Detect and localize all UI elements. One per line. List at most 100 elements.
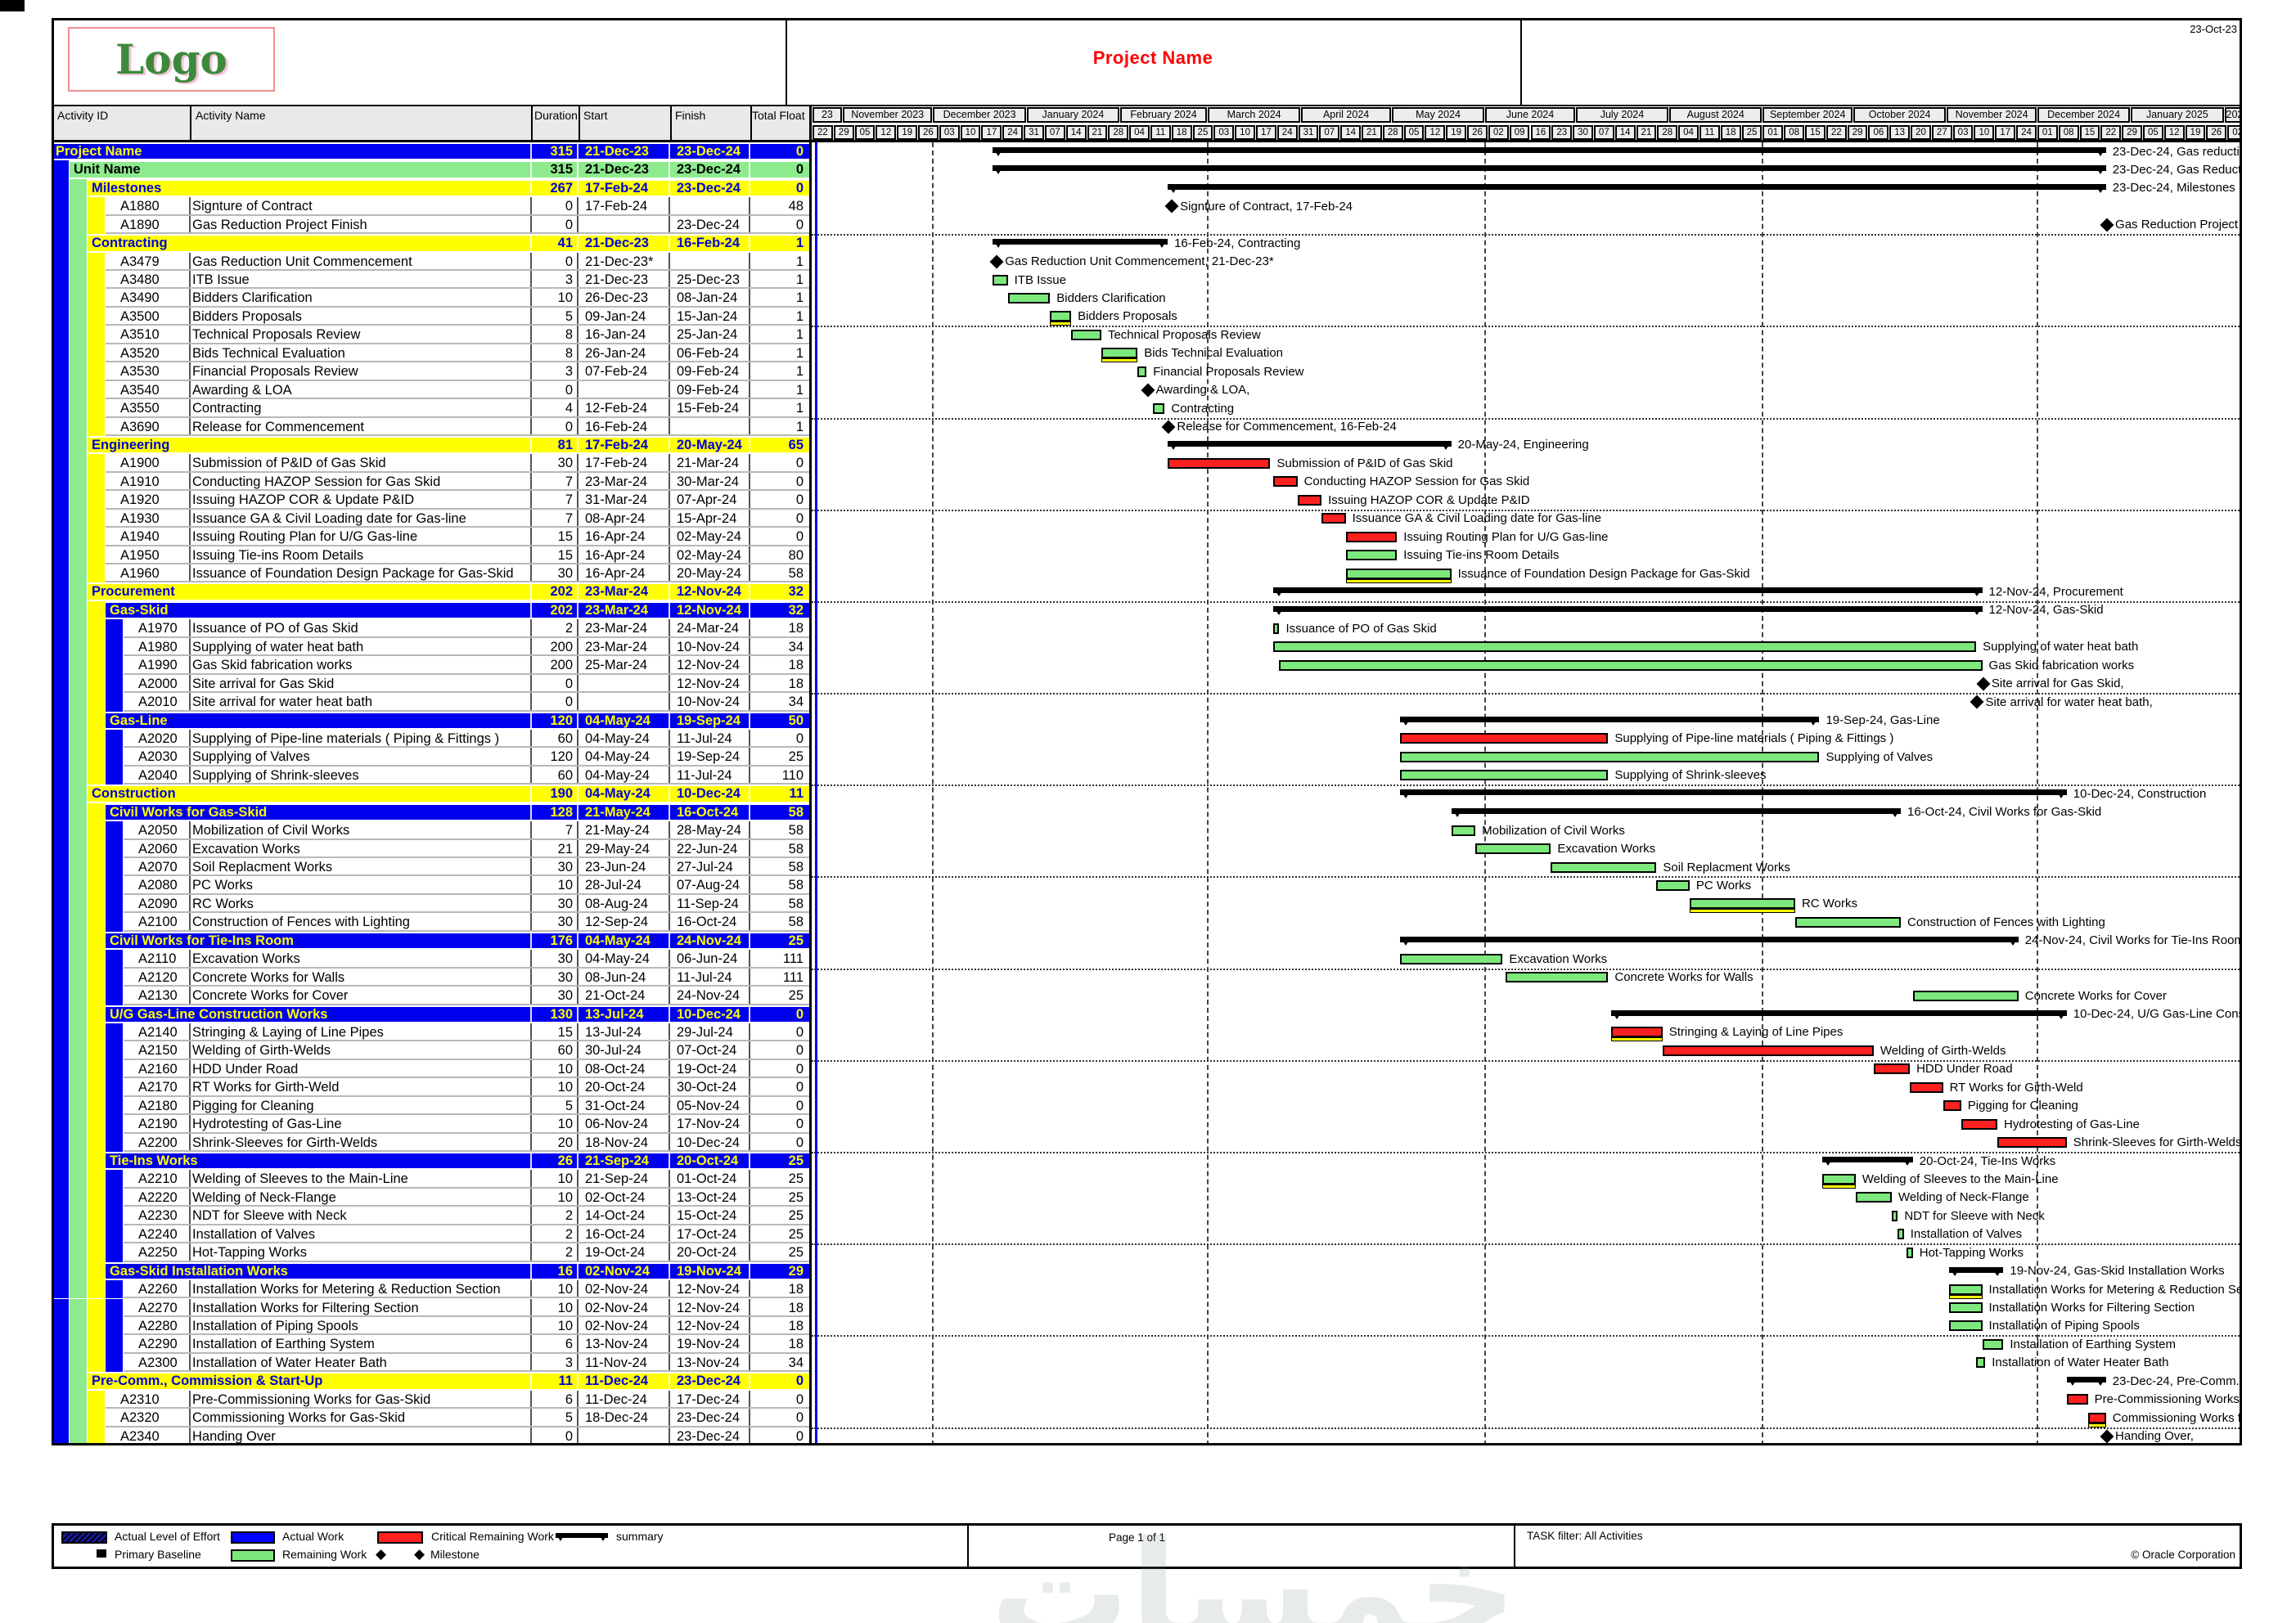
cell-finish: 06-Jun-24 xyxy=(672,950,750,969)
cell-duration: 10 xyxy=(533,876,579,895)
cell-total-float: 1 xyxy=(795,272,804,288)
hierarchy-band xyxy=(52,197,69,216)
timescale-week: 26 xyxy=(918,125,939,140)
cell-duration: 21 xyxy=(533,839,579,858)
hierarchy-band xyxy=(70,1188,87,1207)
cell-activity-name: Technical Proposals Review xyxy=(192,326,532,344)
remaining-work-bar xyxy=(1656,879,1690,891)
row-sight-line xyxy=(812,968,2242,970)
cell-activity-name: Construction xyxy=(92,785,532,803)
table-row: Gas-Line 120 04-May-24 19-Sep-24 50 xyxy=(52,711,810,730)
milestone-diamond xyxy=(2100,218,2114,232)
cell-total-float: 34 xyxy=(788,695,804,710)
cell-duration: 30 xyxy=(533,894,579,914)
hierarchy-band xyxy=(106,1096,123,1116)
cell-duration: 120 xyxy=(533,748,579,767)
hierarchy-band xyxy=(106,1280,123,1299)
cell-duration: 7 xyxy=(533,472,579,492)
cell-duration: 10 xyxy=(533,1280,579,1299)
cell-finish: 10-Nov-24 xyxy=(672,693,750,712)
cell-start: 26-Dec-23 xyxy=(580,289,670,308)
cell-activity-name: Gas Reduction Project Finish xyxy=(192,215,532,235)
legend-label: Actual Work xyxy=(282,1530,344,1543)
cell-start: 21-Dec-23* xyxy=(580,252,670,272)
hierarchy-band xyxy=(52,711,69,730)
cell-duration: 2 xyxy=(533,1207,579,1225)
cell-finish: 12-Nov-24 xyxy=(672,582,750,601)
summary-swatch xyxy=(556,1533,608,1538)
cell-activity-id: A1970 xyxy=(124,619,191,638)
cell-activity-id: A2140 xyxy=(124,1023,191,1042)
cell-activity-id: A3510 xyxy=(106,326,191,344)
cell-activity-name: Commissioning Works for Gas-Skid xyxy=(192,1409,532,1427)
hierarchy-band xyxy=(88,1316,105,1336)
hierarchy-band xyxy=(88,399,105,418)
cell-duration: 200 xyxy=(533,637,579,657)
timescale-week: 05 xyxy=(2142,125,2163,140)
column-header-activity-id: Activity ID xyxy=(57,109,109,122)
summary-bar-left-tip xyxy=(1168,183,1180,193)
hierarchy-band xyxy=(52,1243,69,1262)
table-row: A1990 Gas Skid fabrication works 200 25-Mar… xyxy=(52,656,810,675)
row-background xyxy=(106,1005,810,1023)
cell-activity-id: A2170 xyxy=(124,1078,191,1097)
cell-duration: 5 xyxy=(533,1096,579,1116)
milestone-diamond xyxy=(1164,199,1179,214)
hierarchy-band xyxy=(52,1427,69,1445)
hierarchy-band xyxy=(70,380,87,400)
cell-duration: 60 xyxy=(533,729,579,749)
table-row: A3480 ITB Issue 3 21-Dec-23 25-Dec-23 1 xyxy=(52,271,810,290)
summary-bar xyxy=(1451,807,1901,814)
hierarchy-band xyxy=(88,1427,105,1445)
cell-duration: 0 xyxy=(533,252,579,272)
hierarchy-band xyxy=(70,858,87,877)
hierarchy-band xyxy=(70,950,87,969)
timescale-week: 12 xyxy=(2163,125,2185,140)
table-row: A2080 PC Works 10 28-Jul-24 07-Aug-24 58 xyxy=(52,876,810,895)
timescale-week: 28 xyxy=(1657,125,1678,140)
cell-activity-name: Handing Over xyxy=(192,1427,532,1445)
cell-start: 21-May-24 xyxy=(580,803,670,822)
cell-duration: 0 xyxy=(533,380,579,400)
cell-finish: 30-Oct-24 xyxy=(672,1078,750,1097)
hierarchy-band xyxy=(106,1078,123,1097)
hierarchy-band xyxy=(106,968,123,987)
cell-start: 02-Nov-24 xyxy=(580,1280,670,1299)
row-background xyxy=(124,1298,810,1317)
gantt-bar-label: Bids Technical Evaluation xyxy=(1144,346,1284,361)
hierarchy-band xyxy=(70,528,87,546)
cell-finish xyxy=(672,197,750,216)
hierarchy-band xyxy=(52,528,69,546)
gantt-bar-label: Installation of Water Heater Bath xyxy=(1992,1355,2169,1370)
cell-total-float: 0 xyxy=(795,162,804,178)
cell-start: 16-Apr-24 xyxy=(580,546,670,565)
cell-start: 18-Nov-24 xyxy=(580,1133,670,1152)
legend-label: Actual Level of Effort xyxy=(115,1530,220,1543)
timescale-week: 12 xyxy=(876,125,897,140)
table-row: A2090 RC Works 30 08-Aug-24 11-Sep-24 58 xyxy=(52,894,810,914)
cell-activity-id: A2280 xyxy=(124,1316,191,1336)
hierarchy-band xyxy=(106,1298,123,1317)
cell-activity-name: Tie-Ins Works xyxy=(110,1152,532,1171)
hierarchy-band xyxy=(70,1261,87,1281)
table-row: A2060 Excavation Works 21 29-May-24 22-Jun-2… xyxy=(52,839,810,858)
gantt-bar-label: Site arrival for water heat bath, xyxy=(1985,695,2153,709)
summary-bar-left-tip xyxy=(2066,1377,2078,1387)
cell-finish: 07-Apr-24 xyxy=(672,491,750,510)
column-header-duration: Duration xyxy=(534,109,578,122)
remaining-work-bar xyxy=(1101,348,1138,359)
row-sight-line xyxy=(812,509,2242,511)
row-separator xyxy=(124,1003,810,1005)
data-date-line xyxy=(814,142,817,1445)
milestone-diamond xyxy=(2100,1429,2114,1444)
cell-finish: 25-Dec-23 xyxy=(672,271,750,290)
row-separator xyxy=(124,1370,810,1373)
summary-bar xyxy=(1168,440,1452,447)
timescale-week: 08 xyxy=(1784,125,1804,140)
row-background xyxy=(124,766,810,785)
table-row: Unit Name 315 21-Dec-23 23-Dec-24 0 xyxy=(52,160,810,179)
cell-duration: 8 xyxy=(533,326,579,344)
remaining-work-bar xyxy=(1912,990,2019,1001)
row-sight-line xyxy=(812,1152,2242,1153)
hierarchy-band xyxy=(70,1096,87,1116)
